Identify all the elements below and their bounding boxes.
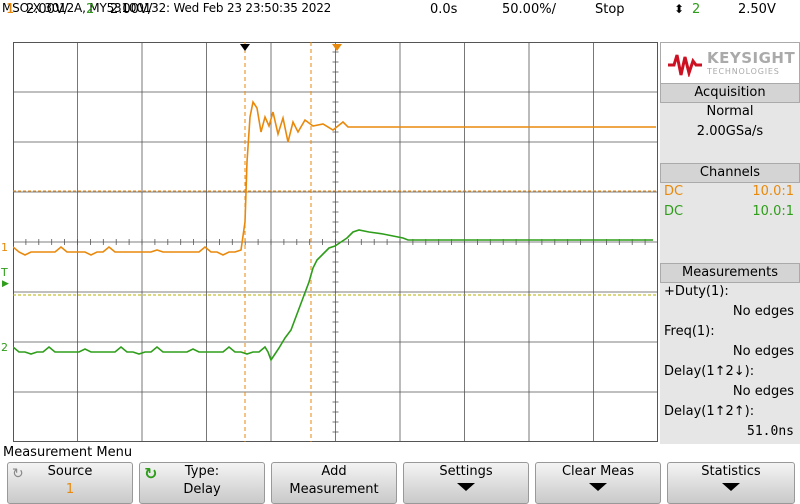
measurement-3-value: No edges: [732, 384, 794, 399]
measurements-header: Measurements: [660, 263, 800, 283]
source-softkey[interactable]: ↻ Source 1: [7, 462, 133, 504]
trigger-arrow-icon: ▶: [2, 279, 9, 289]
softkey-label: Settings: [439, 464, 493, 479]
ch2-number: 2: [86, 2, 95, 17]
softkey-label: Type:: [184, 464, 220, 479]
softkey-label: Statistics: [701, 464, 761, 479]
ch2-ground-marker[interactable]: 2: [1, 341, 8, 354]
ch2-scale: 2.00V/: [110, 2, 153, 17]
measurement-4-value: 51.0ns: [747, 424, 794, 439]
entry-knob-icon: ↻: [144, 464, 158, 483]
measurement-3-label: Delay(1↑2↓):: [664, 364, 755, 379]
acquisition-mode: Normal: [706, 104, 754, 119]
softkey-label: Source: [47, 464, 93, 479]
softkey-value: 1: [65, 482, 75, 497]
add-measurement-softkey[interactable]: Add Measurement: [271, 462, 397, 504]
trigger-level-marker[interactable]: T: [1, 266, 8, 279]
settings-softkey[interactable]: Settings: [403, 462, 529, 504]
logo-name: KEYSIGHT: [707, 49, 796, 67]
softkey-label: Clear Meas: [561, 464, 635, 479]
acquisition-header: Acquisition: [660, 83, 800, 103]
entry-knob-icon: ↻: [12, 466, 24, 482]
ch1-ground-marker[interactable]: 1: [1, 241, 8, 254]
status-bar: 1 2.00V/ 2 2.00V/ 0.0s 50.00%/ Stop ⬍ 2 …: [0, 0, 800, 22]
time-position: 0.0s: [430, 2, 458, 17]
ch1-waveform-trace: [13, 99, 656, 256]
measurement-2-value: No edges: [732, 344, 794, 359]
ch1-coupling: DC: [664, 184, 684, 199]
submenu-arrow-icon: [457, 483, 475, 491]
ch2-probe: 10.0:1: [752, 204, 794, 219]
clear-meas-softkey[interactable]: Clear Meas: [535, 462, 661, 504]
submenu-arrow-icon: [722, 483, 740, 491]
trigger-channel: 2: [692, 2, 701, 17]
measurement-1-value: No edges: [732, 304, 794, 319]
ch2-coupling: DC: [664, 204, 684, 219]
logo-subtitle: TECHNOLOGIES: [707, 67, 780, 76]
channels-header: Channels: [660, 163, 800, 183]
sample-rate: 2.00GSa/s: [696, 124, 764, 139]
ch1-probe: 10.0:1: [752, 184, 794, 199]
type-softkey[interactable]: ↻ Type: Delay: [139, 462, 265, 504]
ch2-waveform-trace: [13, 229, 653, 362]
menu-title: Measurement Menu: [3, 445, 133, 460]
side-panel: KEYSIGHT TECHNOLOGIES Acquisition Normal…: [660, 42, 800, 444]
submenu-arrow-icon: [589, 483, 607, 491]
measurement-2-label: Freq(1):: [664, 324, 715, 339]
run-state: Stop: [595, 2, 625, 17]
ch1-number: 1: [6, 2, 15, 17]
measurement-1-label: +Duty(1):: [664, 284, 729, 299]
brand-logo: KEYSIGHT TECHNOLOGIES: [660, 42, 800, 84]
softkey-label-2: Measurement: [289, 482, 379, 497]
ch1-scale: 2.00V/: [26, 2, 69, 17]
statistics-softkey[interactable]: Statistics: [667, 462, 795, 504]
measurement-4-label: Delay(1↑2↑):: [664, 404, 755, 419]
waveform-display[interactable]: [13, 42, 658, 442]
softkey-label: Add: [321, 464, 347, 479]
keysight-wave-icon: [668, 54, 702, 77]
trigger-level: 2.50V: [738, 2, 776, 17]
scope-title: MSO-X 3012A, MY53100132: Wed Feb 23 23:5…: [2, 1, 332, 15]
time-reference-marker: [240, 44, 250, 51]
time-scale: 50.00%/: [502, 2, 556, 17]
trigger-edge-icon: ⬍: [674, 2, 685, 16]
softkey-value: Delay: [183, 482, 221, 497]
delay-marker: [332, 44, 342, 51]
